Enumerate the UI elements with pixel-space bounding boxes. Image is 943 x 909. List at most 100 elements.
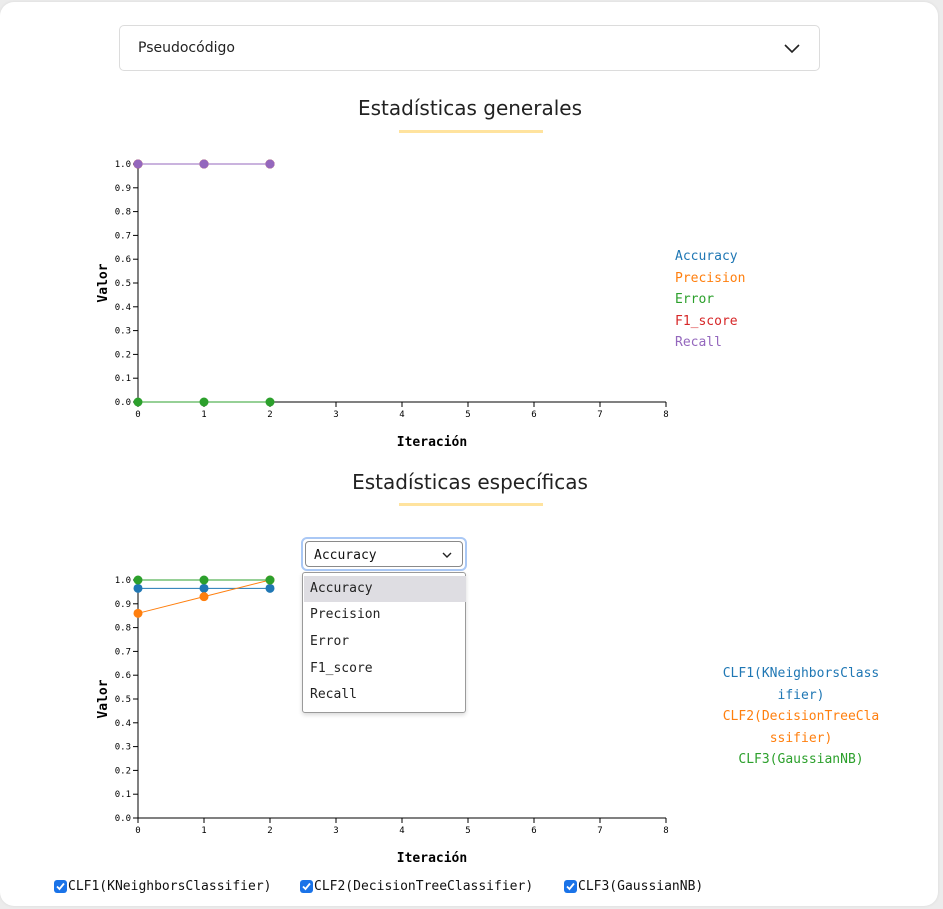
- data-point: [133, 159, 143, 169]
- y-tick-label: 0.7: [115, 231, 131, 241]
- x-axis-label: Iteración: [397, 435, 467, 450]
- y-tick-label: 0.1: [115, 374, 131, 384]
- x-tick-label: 1: [201, 826, 206, 836]
- x-tick-label: 2: [267, 410, 272, 420]
- general-stats-legend: Accuracy Precision Error F1_score Recall: [675, 246, 745, 354]
- series-CLF3(GaussianNB): [133, 575, 275, 585]
- y-tick-label: 0.2: [115, 350, 131, 360]
- checkbox-checked-icon[interactable]: [300, 880, 313, 893]
- metric-option-recall[interactable]: Recall: [310, 687, 357, 702]
- data-point: [265, 575, 275, 585]
- checkbox-label: CLF3(GaussianNB): [578, 879, 704, 894]
- x-tick-label: 8: [663, 410, 668, 420]
- legend-item: Precision: [675, 270, 746, 286]
- y-tick-label: 0.9: [115, 184, 131, 194]
- general-stats-chart: 0 1 2 3 4 5 6 7 8 0.0 0.1 0.2 0.3 0.4 0.5 0.6 0.7 0.8 0.9 1…: [96, 159, 669, 450]
- data-point: [133, 583, 143, 593]
- metric-option-precision[interactable]: Precision: [310, 607, 381, 622]
- x-axis-label: Iteración: [397, 851, 467, 866]
- pseudocode-accordion[interactable]: Pseudocódigo: [119, 25, 820, 71]
- y-tick-label: 0.5: [115, 279, 131, 289]
- x-tick-label: 1: [201, 410, 206, 420]
- x-tick-label: 6: [531, 410, 536, 420]
- y-axis-label: Valor: [96, 263, 111, 302]
- data-point: [133, 397, 143, 407]
- data-point: [265, 397, 275, 407]
- y-tick-label: 0.6: [115, 671, 131, 681]
- y-tick-label: 0.3: [115, 327, 131, 337]
- specific-stats-chart: 0 1 2 3 4 5 6 7 8 0.0 0.1 0.2 0.3 0.4 0.5 0.6 0.7 0.8 0.9 1…: [96, 575, 669, 866]
- y-axis-label: Valor: [96, 679, 111, 718]
- y-tick-label: 0.6: [115, 255, 131, 265]
- general-stats-title: Estadísticas generales: [358, 96, 582, 120]
- y-tick-label: 0.1: [115, 790, 131, 800]
- y-tick-label: 0.4: [115, 303, 131, 313]
- y-tick-label: 0.8: [115, 208, 131, 218]
- x-tick-label: 0: [135, 826, 140, 836]
- specific-stats-legend: CLF1(KNeighborsClass ifier) CLF2(DecisionT…: [711, 663, 891, 771]
- checkbox-label: CLF1(KNeighborsClassifier): [68, 879, 272, 894]
- x-tick-label: 5: [465, 410, 470, 420]
- x-tick-label: 6: [531, 826, 536, 836]
- checkbox-checked-icon[interactable]: [54, 880, 67, 893]
- general-stats-underline: [399, 130, 543, 133]
- legend-item: Recall: [675, 335, 722, 350]
- y-tick-label: 1.0: [115, 160, 131, 170]
- data-point: [199, 575, 209, 585]
- y-tick-label: 0.0: [115, 814, 131, 824]
- x-tick-label: 5: [465, 826, 470, 836]
- x-tick-label: 3: [333, 410, 338, 420]
- y-tick-label: 0.9: [115, 600, 131, 610]
- series-Recall: [133, 159, 275, 169]
- checkbox-label: CLF2(DecisionTreeClassifier): [314, 879, 534, 894]
- metric-dropdown: Accuracy Precision Error F1_score Recall: [302, 572, 466, 713]
- metric-select-value: Accuracy: [314, 548, 377, 563]
- y-tick-label: 1.0: [115, 576, 131, 586]
- chevron-down-icon: [442, 552, 452, 558]
- metric-select-box[interactable]: Accuracy: [305, 541, 463, 567]
- y-tick-label: 0.0: [115, 398, 131, 408]
- legend-item: ifier): [777, 687, 825, 703]
- y-tick-label: 0.2: [115, 766, 131, 776]
- data-point: [133, 608, 143, 618]
- legend-item: CLF1(KNeighborsClass: [722, 666, 880, 681]
- x-tick-label: 7: [597, 826, 602, 836]
- y-tick-label: 0.3: [115, 743, 131, 753]
- data-point: [265, 159, 275, 169]
- data-point: [199, 397, 209, 407]
- specific-stats-title: Estadísticas específicas: [352, 470, 588, 494]
- legend-item: Error: [675, 292, 715, 307]
- data-point: [199, 592, 209, 602]
- accordion-title: Pseudocódigo: [138, 40, 235, 56]
- x-tick-label: 4: [399, 410, 404, 420]
- x-tick-label: 8: [663, 826, 668, 836]
- x-tick-label: 3: [333, 826, 338, 836]
- x-tick-label: 4: [399, 826, 404, 836]
- y-tick-label: 0.4: [115, 719, 131, 729]
- legend-item: ssifier): [769, 730, 833, 746]
- legend-item: CLF3(GaussianNB): [738, 752, 864, 767]
- y-tick-label: 0.5: [115, 695, 131, 705]
- metric-option-accuracy[interactable]: Accuracy: [304, 576, 466, 602]
- legend-item: CLF2(DecisionTreeCla: [722, 709, 880, 724]
- metric-select[interactable]: Accuracy: [301, 537, 467, 571]
- y-tick-label: 0.8: [115, 624, 131, 634]
- x-tick-label: 7: [597, 410, 602, 420]
- legend-item: F1_score: [675, 313, 738, 329]
- legend-item: Accuracy: [675, 249, 738, 264]
- data-point: [199, 159, 209, 169]
- checkbox-checked-icon[interactable]: [564, 880, 577, 893]
- chevron-down-icon[interactable]: [783, 40, 801, 58]
- data-point: [265, 583, 275, 593]
- metric-option-f1-score[interactable]: F1_score: [310, 661, 373, 676]
- series-CLF1(KNeighborsClassifier): [133, 583, 275, 593]
- x-tick-label: 2: [267, 826, 272, 836]
- x-tick-label: 0: [135, 410, 140, 420]
- data-point: [199, 583, 209, 593]
- data-point: [133, 575, 143, 585]
- metric-option-error[interactable]: Error: [310, 634, 350, 649]
- series-Error: [133, 397, 275, 407]
- specific-stats-underline: [399, 503, 543, 506]
- y-tick-label: 0.7: [115, 647, 131, 657]
